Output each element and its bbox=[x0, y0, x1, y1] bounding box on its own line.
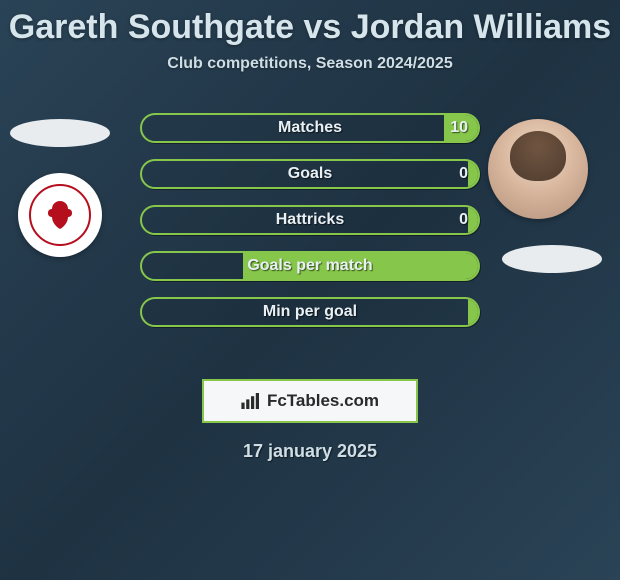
brand-box[interactable]: FcTables.com bbox=[202, 379, 418, 423]
stat-bar-label: Min per goal bbox=[142, 299, 478, 325]
stat-bar-value-right: 10 bbox=[450, 115, 468, 141]
subtitle: Club competitions, Season 2024/2025 bbox=[0, 55, 620, 73]
stat-bar-label: Hattricks bbox=[142, 207, 478, 233]
stat-bar-label: Matches bbox=[142, 115, 478, 141]
stat-bar: Min per goal bbox=[140, 297, 480, 327]
crest-svg-icon bbox=[40, 195, 80, 235]
date: 17 january 2025 bbox=[0, 441, 620, 462]
stat-bar: Goals per match bbox=[140, 251, 480, 281]
brand-chart-icon bbox=[241, 393, 261, 409]
comparison-card: Gareth Southgate vs Jordan Williams Club… bbox=[0, 0, 620, 580]
brand-text: FcTables.com bbox=[267, 391, 379, 411]
stat-bar-label: Goals per match bbox=[142, 253, 478, 279]
main-area: Matches10Goals0Hattricks0Goals per match… bbox=[0, 113, 620, 373]
right-player-chip bbox=[502, 245, 602, 273]
title: Gareth Southgate vs Jordan Williams bbox=[0, 8, 620, 47]
stat-bar: Matches10 bbox=[140, 113, 480, 143]
stat-bar-value-right: 0 bbox=[459, 161, 468, 187]
stat-bars: Matches10Goals0Hattricks0Goals per match… bbox=[140, 113, 480, 343]
stat-bar: Goals0 bbox=[140, 159, 480, 189]
left-club-badge bbox=[18, 173, 102, 257]
stat-bar-value-right: 0 bbox=[459, 207, 468, 233]
right-player-avatar bbox=[488, 119, 588, 219]
left-player-chip bbox=[10, 119, 110, 147]
stat-bar-label: Goals bbox=[142, 161, 478, 187]
stat-bar: Hattricks0 bbox=[140, 205, 480, 235]
lion-crest-icon bbox=[29, 184, 91, 246]
